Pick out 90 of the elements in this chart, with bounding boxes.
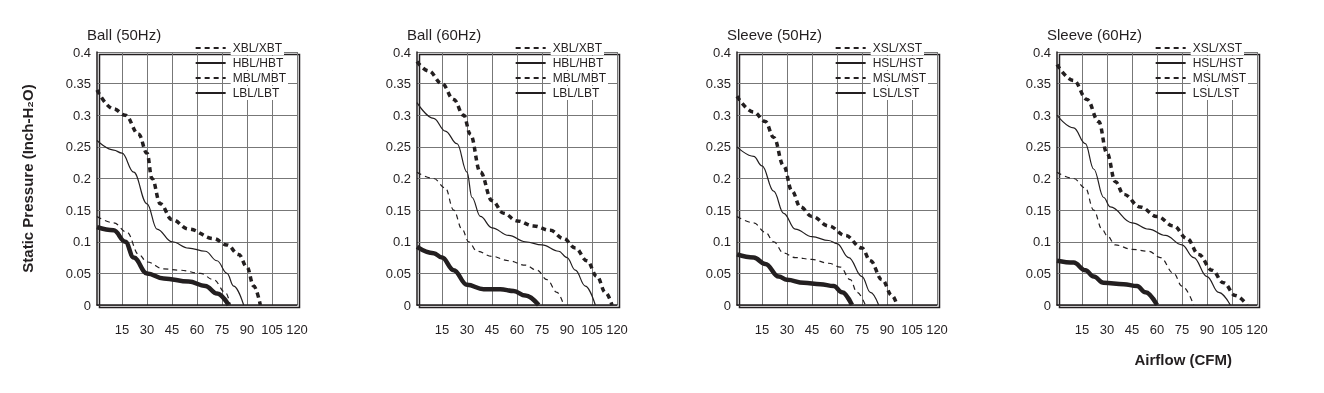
x-tick-label: 15 (754, 322, 770, 337)
y-tick-label: 0.05 (385, 265, 411, 281)
x-tick-label: 60 (189, 322, 205, 337)
x-tick-label: 15 (434, 322, 450, 337)
x-tick-label: 120 (1246, 322, 1268, 337)
chart-title: Sleeve (60Hz) (1047, 26, 1143, 43)
x-tick-label: 120 (606, 322, 628, 337)
y-tick-label: 0.25 (65, 139, 91, 155)
y-tick-label: 0.25 (705, 139, 731, 155)
y-tick-label: 0.3 (712, 107, 731, 123)
legend-label: LBL/LBT (552, 86, 601, 100)
y-tick-label: 0.1 (72, 234, 91, 250)
x-axis-title: Airflow (CFM) (1134, 351, 1233, 368)
y-tick-label: 0.4 (712, 44, 731, 60)
x-tick-label: 105 (581, 322, 603, 337)
chart-title: Ball (60Hz) (407, 26, 482, 43)
y-tick-label: 0.05 (65, 265, 91, 281)
legend-label: HSL/HST (1192, 56, 1245, 70)
y-tick-label: 0.4 (392, 44, 411, 60)
y-tick-label: 0 (83, 297, 91, 313)
y-tick-label: 0.05 (1025, 265, 1051, 281)
y-tick-label: 0.3 (1032, 107, 1051, 123)
y-tick-label: 0.35 (705, 76, 731, 92)
legend-label: XSL/XST (872, 41, 923, 55)
y-tick-label: 0.25 (385, 139, 411, 155)
y-tick-label: 0.1 (392, 234, 411, 250)
x-tick-label: 15 (1074, 322, 1090, 337)
y-tick-label: 0.15 (1025, 202, 1051, 218)
legend-label: HBL/HBT (552, 56, 605, 70)
legend-label: HBL/HBT (232, 56, 285, 70)
x-tick-label: 15 (114, 322, 130, 337)
x-tick-label: 30 (779, 322, 795, 337)
legend-label: XBL/XBT (552, 41, 603, 55)
x-tick-label: 45 (484, 322, 500, 337)
x-tick-label: 45 (804, 322, 820, 337)
y-tick-label: 0.15 (385, 202, 411, 218)
x-tick-label: 60 (509, 322, 525, 337)
x-tick-label: 105 (901, 322, 923, 337)
x-tick-label: 75 (1174, 322, 1190, 337)
legend-label: MBL/MBT (232, 71, 287, 85)
y-axis-title: Static Pressure (Inch-H₂O) (19, 84, 36, 273)
x-tick-label: 105 (1221, 322, 1243, 337)
x-tick-label: 45 (164, 322, 180, 337)
x-tick-label: 105 (261, 322, 283, 337)
legend-label: XSL/XST (1192, 41, 1243, 55)
x-tick-label: 60 (829, 322, 845, 337)
x-tick-label: 120 (926, 322, 948, 337)
y-tick-label: 0.4 (72, 44, 91, 60)
y-tick-label: 0.2 (72, 171, 91, 186)
y-tick-label: 0 (403, 297, 411, 313)
y-tick-label: 0.3 (392, 107, 411, 123)
legend-label: LSL/LST (872, 86, 921, 100)
y-tick-label: 0.35 (65, 76, 91, 92)
x-tick-label: 30 (1099, 322, 1115, 337)
x-tick-label: 90 (559, 322, 575, 337)
legend-label: LBL/LBT (232, 86, 281, 100)
x-tick-label: 45 (1124, 322, 1140, 337)
y-tick-label: 0.2 (712, 171, 731, 186)
y-tick-label: 0 (1043, 297, 1051, 313)
y-tick-label: 0.35 (385, 76, 411, 92)
legend-label: HSL/HST (872, 56, 925, 70)
y-tick-label: 0.1 (1032, 234, 1051, 250)
y-tick-label: 0.05 (705, 265, 731, 281)
x-tick-label: 30 (459, 322, 475, 337)
x-tick-label: 90 (1199, 322, 1215, 337)
x-tick-label: 30 (139, 322, 155, 337)
y-tick-label: 0.3 (72, 107, 91, 123)
legend-label: MBL/MBT (552, 71, 607, 85)
legend-label: XBL/XBT (232, 41, 283, 55)
x-tick-label: 60 (1149, 322, 1165, 337)
y-tick-label: 0.4 (1032, 44, 1051, 60)
y-tick-label: 0 (723, 297, 731, 313)
y-tick-label: 0.1 (712, 234, 731, 250)
legend-label: MSL/MST (872, 71, 927, 85)
x-tick-label: 90 (239, 322, 255, 337)
y-tick-label: 0.25 (1025, 139, 1051, 155)
x-tick-label: 75 (534, 322, 550, 337)
y-tick-label: 0.15 (65, 202, 91, 218)
x-tick-label: 75 (854, 322, 870, 337)
chart-title: Sleeve (50Hz) (727, 26, 823, 43)
y-tick-label: 0.2 (392, 171, 411, 186)
y-tick-label: 0.2 (1032, 171, 1051, 186)
x-tick-label: 75 (214, 322, 230, 337)
x-tick-label: 90 (879, 322, 895, 337)
chart-title: Ball (50Hz) (87, 26, 162, 43)
y-tick-label: 0.15 (705, 202, 731, 218)
y-tick-label: 0.35 (1025, 76, 1051, 92)
x-tick-label: 120 (286, 322, 308, 337)
legend-label: LSL/LST (1192, 86, 1241, 100)
legend-label: MSL/MST (1192, 71, 1247, 85)
